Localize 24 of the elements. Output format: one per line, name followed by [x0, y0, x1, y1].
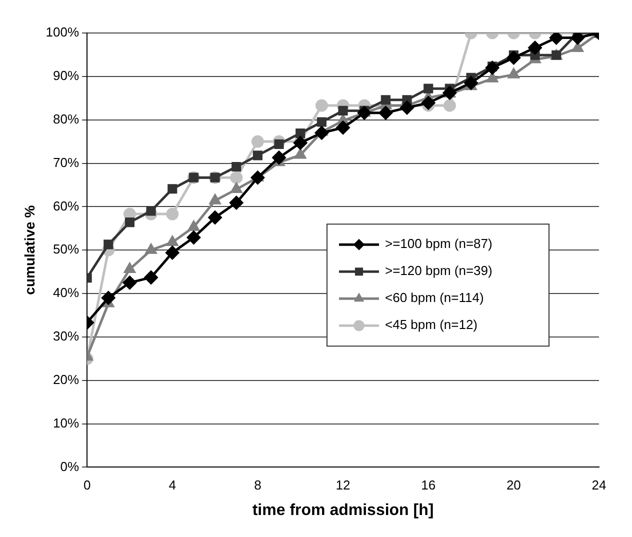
- y-tick-label: 60%: [53, 198, 80, 214]
- y-tick-label: 20%: [53, 372, 80, 387]
- legend-label: >=120 bpm (n=39): [385, 263, 492, 278]
- y-tick-label: 50%: [53, 242, 80, 257]
- x-tick-label: 20: [506, 478, 521, 493]
- y-axis-title: cumulative %: [21, 204, 38, 295]
- x-tick-label: 24: [592, 478, 606, 493]
- y-tick-label: 70%: [53, 154, 80, 170]
- legend-label: <45 bpm (n=12): [385, 317, 478, 332]
- y-tick-label: 90%: [53, 68, 80, 83]
- x-tick-label: 4: [168, 478, 176, 493]
- x-tick-label: 16: [421, 478, 436, 493]
- legend-label: >=100 bpm (n=87): [385, 236, 492, 252]
- legend-label: <60 bpm (n=114): [385, 290, 484, 306]
- y-tick-label: 30%: [53, 328, 80, 344]
- x-tick-label: 8: [254, 478, 262, 493]
- x-axis-title: time from admission [h]: [252, 502, 434, 519]
- y-tick-label: 10%: [53, 415, 80, 430]
- x-tick-label: 0: [83, 478, 91, 493]
- y-tick-label: 80%: [53, 111, 80, 126]
- x-tick-label: 12: [336, 478, 350, 493]
- y-tick-label: 40%: [53, 285, 80, 300]
- y-tick-label: 0%: [60, 458, 80, 474]
- y-tick-label: 100%: [46, 24, 80, 40]
